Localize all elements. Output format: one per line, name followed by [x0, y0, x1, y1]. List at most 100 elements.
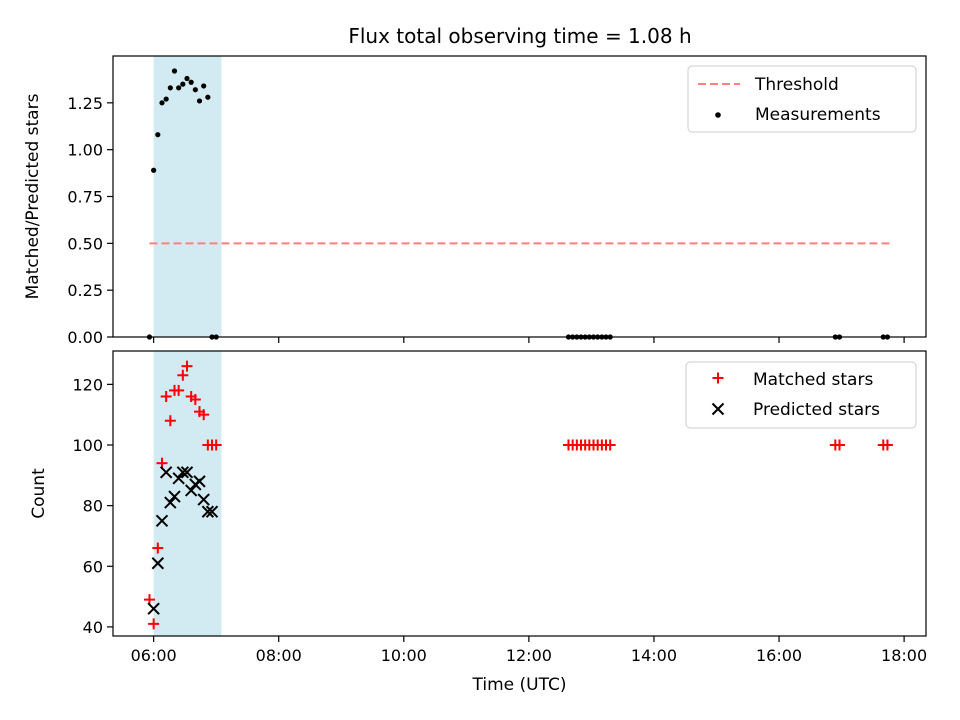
- top-y-axis-label: Matched/Predicted stars: [23, 93, 43, 299]
- y-tick-label: 120: [72, 375, 103, 394]
- x-tick-label: 10:00: [381, 646, 427, 665]
- y-tick-label: 100: [72, 436, 103, 455]
- matched-star-marker: [881, 439, 893, 451]
- predicted-star-marker: [193, 475, 206, 488]
- cross-stroke-b: [155, 514, 169, 527]
- measurement-point: [176, 85, 182, 91]
- matched-star-marker: [181, 360, 193, 372]
- legend-matched-label: Matched stars: [753, 370, 873, 390]
- predicted-star-marker: [155, 514, 169, 527]
- y-tick-label: 40: [83, 618, 103, 637]
- x-tick-label: 18:00: [881, 646, 927, 665]
- cross-stroke-b: [172, 472, 185, 485]
- y-tick-label: 60: [83, 557, 103, 576]
- top-x-ticks: [153, 337, 905, 343]
- x-axis-label: Time (UTC): [472, 675, 567, 695]
- top-legend-box: [687, 65, 917, 133]
- predicted-star-marker: [151, 557, 165, 570]
- predicted-star-marker: [176, 466, 190, 479]
- measurement-point: [205, 94, 211, 100]
- predicted-star-marker: [147, 602, 160, 615]
- bottom-panel: 40 60 80 100 120 06:00 08:00 10:00 12:00 14:00 16…: [29, 350, 927, 695]
- matched-star-marker: [189, 394, 201, 406]
- matched-star-marker: [198, 409, 210, 421]
- top-y-ticks: 0.00 0.25 0.50 0.75 1.00 1.25: [67, 94, 113, 347]
- predicted-star-marker: [172, 472, 185, 485]
- cross-stroke-b: [164, 496, 177, 509]
- y-tick-label: 80: [83, 497, 103, 516]
- measurement-point: [184, 75, 190, 82]
- top-panel: 0.00 0.25 0.50 0.75 1.00 1.25 Matched/Predict…: [23, 55, 927, 347]
- measurement-point: [159, 100, 165, 106]
- x-tick-label: 14:00: [631, 646, 677, 665]
- measurement-point: [171, 68, 178, 74]
- matched-star-marker: [173, 384, 185, 396]
- x-tick-label: 12:00: [506, 646, 552, 665]
- y-tick-label: 1.00: [67, 141, 103, 160]
- matched-star-marker: [210, 439, 222, 451]
- y-tick-label: 0.50: [67, 234, 103, 253]
- y-tick-label: 0.00: [67, 328, 103, 347]
- cross-stroke-b: [168, 490, 181, 503]
- measurement-point: [201, 83, 207, 89]
- legend-measurements-swatch: [715, 112, 721, 118]
- bottom-y-ticks: 40 60 80 100 120: [72, 375, 113, 637]
- legend-measurements-label: Measurements: [755, 105, 881, 125]
- matched-star-markers: [143, 360, 893, 630]
- cross-stroke-b: [151, 557, 165, 570]
- bottom-legend-box: [685, 361, 917, 429]
- matched-star-marker: [160, 390, 172, 402]
- predicted-star-marker: [205, 505, 219, 518]
- predicted-star-marker: [197, 493, 210, 506]
- bottom-axes-frame: [112, 350, 927, 637]
- bottom-x-ticks: 06:00 08:00 10:00 12:00 14:00 16:00 18:00: [131, 636, 927, 665]
- matched-star-marker: [152, 542, 164, 554]
- x-tick-label: 08:00: [256, 646, 302, 665]
- measurement-point: [192, 87, 198, 93]
- matched-star-marker: [148, 618, 160, 630]
- legend-predicted-marker: [711, 402, 725, 416]
- matched-star-marker: [604, 439, 616, 451]
- predicted-star-marker: [180, 466, 194, 479]
- predicted-star-marker: [164, 496, 177, 509]
- x-tick-label: 16:00: [756, 646, 802, 665]
- y-tick-label: 1.25: [67, 94, 103, 113]
- cross-stroke-b: [159, 466, 173, 479]
- measurement-point: [180, 81, 186, 87]
- measurement-point: [155, 132, 161, 138]
- predicted-star-marker: [168, 490, 181, 503]
- legend-matched-swatch: [712, 372, 724, 384]
- legend-threshold-label: Threshold: [754, 75, 839, 95]
- cross-stroke-b: [180, 466, 194, 479]
- legend-predicted-swatch: [711, 402, 725, 416]
- matched-star-marker: [833, 439, 845, 451]
- cross-stroke-b: [201, 505, 215, 518]
- top-observing-window: [153, 56, 222, 337]
- bottom-y-axis-label: Count: [29, 468, 49, 519]
- y-tick-label: 0.75: [67, 188, 103, 207]
- cross-stroke-b: [176, 466, 190, 479]
- measurement-point: [167, 85, 173, 91]
- y-tick-label: 0.25: [67, 281, 103, 300]
- predicted-star-markers: [147, 466, 219, 615]
- cross-stroke-b: [147, 602, 160, 615]
- x-tick-label: 06:00: [131, 646, 177, 665]
- cross-stroke-b: [197, 493, 210, 506]
- measurement-point: [188, 79, 194, 85]
- matched-star-marker: [164, 415, 176, 427]
- top-legend: Threshold Measurements: [687, 65, 917, 133]
- measurement-point: [163, 96, 169, 102]
- predicted-star-marker: [201, 505, 215, 518]
- legend-matched-marker: [712, 372, 724, 384]
- bottom-legend: Matched stars Predicted stars: [685, 361, 917, 429]
- cross-stroke-b: [193, 475, 206, 488]
- chart-title: Flux total observing time = 1.08 h: [348, 24, 691, 48]
- measurement-point: [196, 98, 203, 104]
- legend-predicted-label: Predicted stars: [753, 400, 880, 420]
- cross-stroke-b: [205, 505, 219, 518]
- cross-stroke-b: [711, 402, 725, 416]
- measurement-point: [151, 167, 157, 173]
- matched-star-marker: [177, 369, 189, 381]
- predicted-star-marker: [159, 466, 173, 479]
